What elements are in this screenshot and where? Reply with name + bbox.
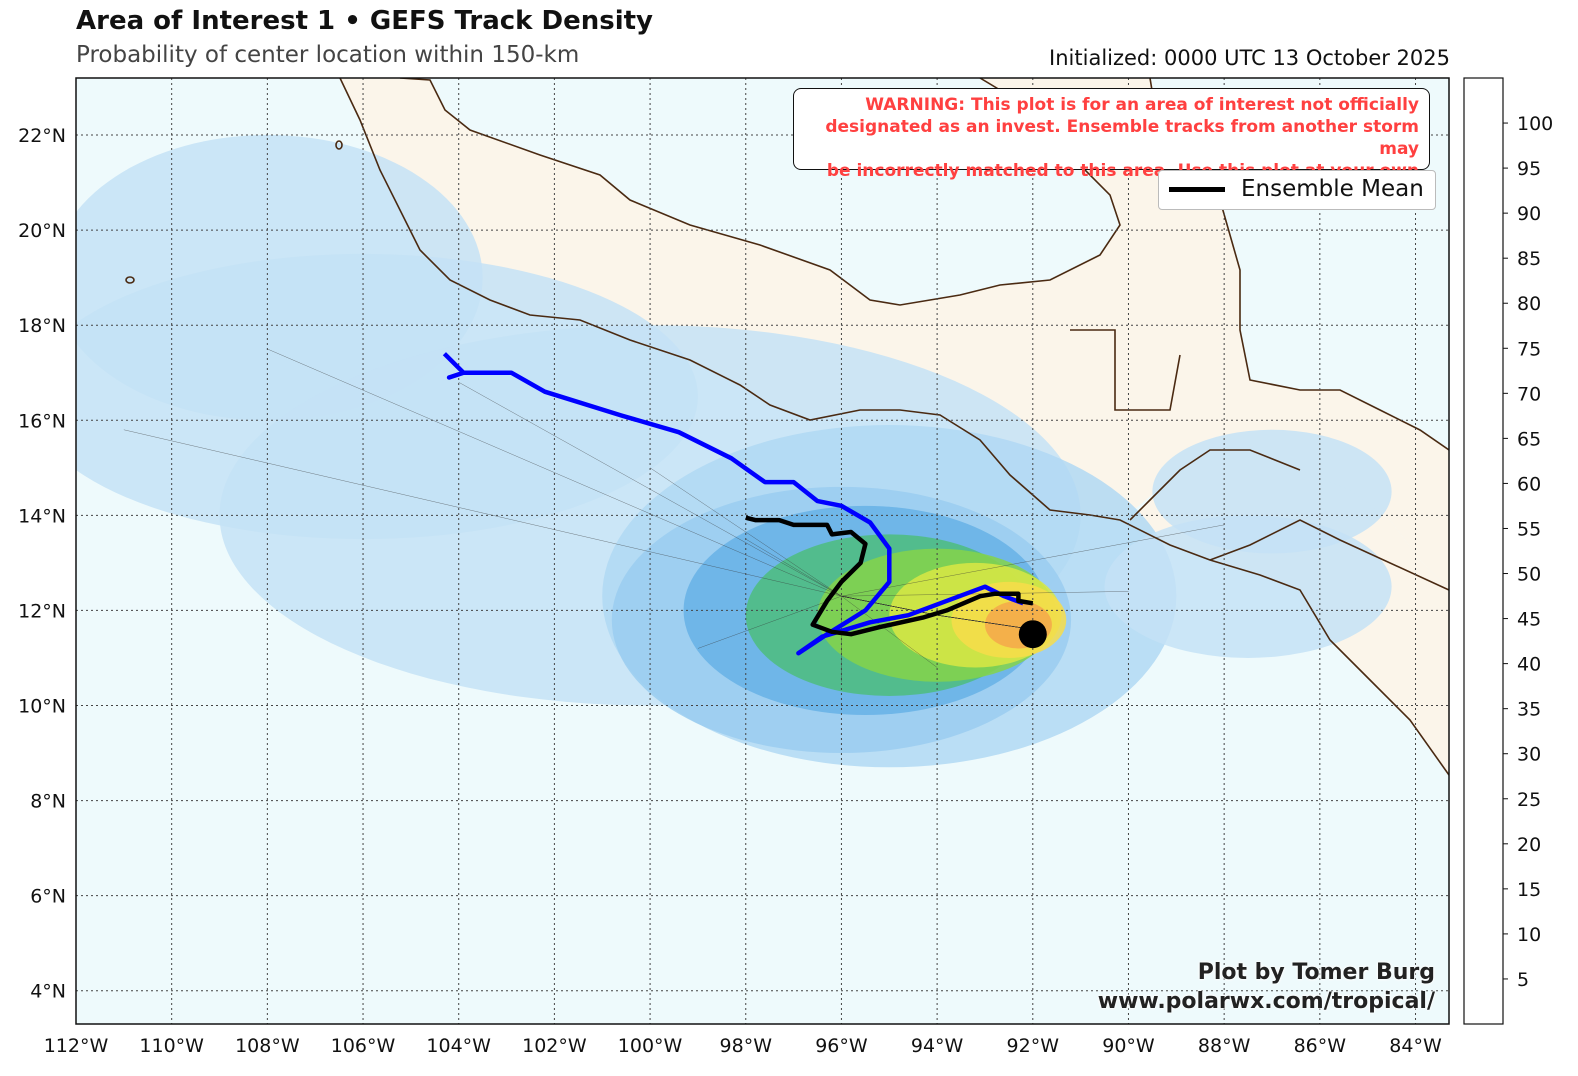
lon-tick-label: 92°W <box>1007 1035 1060 1057</box>
lon-tick-label: 96°W <box>815 1035 868 1057</box>
colorbar-tick-label: 15 <box>1517 879 1541 901</box>
colorbar-tick-label: 85 <box>1517 248 1541 270</box>
density-contour <box>1152 429 1392 554</box>
colorbar-tick-label: 50 <box>1517 564 1541 586</box>
operational-track <box>442 352 1024 656</box>
colorbar-tick-label: 60 <box>1517 473 1541 495</box>
ensemble-mean-track <box>745 515 1034 637</box>
lon-tick-label: 86°W <box>1294 1035 1347 1057</box>
legend-mean-label: Ensemble Mean <box>1241 176 1424 202</box>
colorbar-tick-label: 30 <box>1517 744 1541 766</box>
lat-tick-label: 20°N <box>18 220 66 242</box>
member-track <box>697 595 1033 649</box>
lat-tick-label: 4°N <box>30 981 66 1003</box>
lon-tick-label: 112°W <box>44 1035 109 1057</box>
lat-tick-label: 22°N <box>18 125 66 147</box>
lon-tick-label: 104°W <box>426 1035 491 1057</box>
colorbar-tick-label: 20 <box>1517 834 1541 856</box>
colorbar-tick-label: 45 <box>1517 609 1541 631</box>
lat-tick-label: 18°N <box>18 315 66 337</box>
colorbar: 5 10 15 20 25 30 35 40 45 50 55 60 65 70 75 80 85 90 95 100 <box>1463 77 1553 1025</box>
axis-tick-labels: 112°W 110°W 108°W 106°W 104°W 102°W 100°W 98°W 9… <box>18 125 1442 1057</box>
coastline <box>125 78 1449 776</box>
lon-tick-label: 100°W <box>618 1035 683 1057</box>
colorbar-tick-label: 55 <box>1517 518 1541 540</box>
lon-tick-label: 102°W <box>522 1035 587 1057</box>
lon-tick-label: 90°W <box>1102 1035 1155 1057</box>
lon-tick-label: 108°W <box>235 1035 300 1057</box>
warning-box: WARNING: This plot is for an area of int… <box>793 88 1430 203</box>
colorbar-tick-label: 5 <box>1517 969 1529 991</box>
colorbar-tick-label: 70 <box>1517 383 1541 405</box>
warning-line-1: WARNING: This plot is for an area of int… <box>865 95 1419 115</box>
lat-tick-label: 16°N <box>18 410 66 432</box>
map-frame <box>75 77 1450 1025</box>
colorbar-tick-label: 25 <box>1517 789 1541 811</box>
lat-tick-label: 12°N <box>18 600 66 622</box>
lon-tick-label: 98°W <box>720 1035 773 1057</box>
lon-tick-label: 106°W <box>331 1035 396 1057</box>
colorbar-tick-label: 90 <box>1517 203 1541 225</box>
colorbar-tick-label: 80 <box>1517 293 1541 315</box>
initial-position-marker <box>1018 620 1047 649</box>
legend: Ensemble Mean <box>1158 170 1436 210</box>
graticule <box>76 78 1449 1024</box>
colorbar-frame <box>1463 77 1504 1025</box>
lon-tick-label: 84°W <box>1389 1035 1442 1057</box>
lat-tick-label: 10°N <box>18 695 66 717</box>
lon-tick-label: 110°W <box>139 1035 204 1057</box>
colorbar-tick-label: 35 <box>1517 699 1541 721</box>
lat-tick-label: 6°N <box>30 886 66 908</box>
credit-author: Plot by Tomer Burg <box>1197 960 1435 985</box>
colorbar-tick-label: 100 <box>1517 113 1553 135</box>
colorbar-tick-label: 95 <box>1517 158 1541 180</box>
colorbar-tick-label: 75 <box>1517 338 1541 360</box>
initialized-time: Initialized: 0000 UTC 13 October 2025 <box>1049 46 1450 70</box>
warning-line-2: designated as an invest. Ensemble tracks… <box>825 117 1419 159</box>
map-subtitle: Probability of center location within 15… <box>76 42 580 68</box>
lon-tick-label: 94°W <box>911 1035 964 1057</box>
map-title: Area of Interest 1 • GEFS Track Density <box>76 6 654 36</box>
lat-tick-label: 8°N <box>30 791 66 813</box>
colorbar-tick-label: 65 <box>1517 428 1541 450</box>
lon-tick-label: 88°W <box>1198 1035 1251 1057</box>
legend-mean-swatch <box>1169 187 1225 192</box>
lat-tick-label: 14°N <box>18 505 66 527</box>
credit-url: www.polarwx.com/tropical/ <box>1097 989 1435 1014</box>
colorbar-tick-label: 40 <box>1517 654 1541 676</box>
colorbar-tick-label: 10 <box>1517 924 1541 946</box>
